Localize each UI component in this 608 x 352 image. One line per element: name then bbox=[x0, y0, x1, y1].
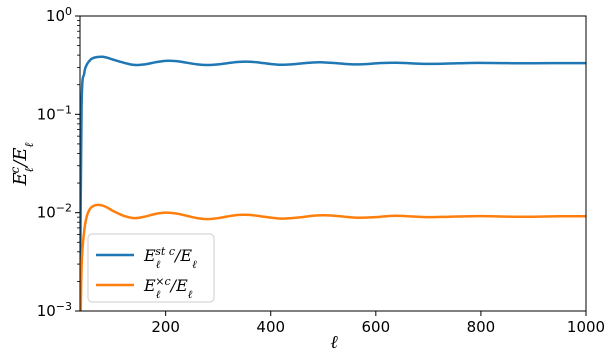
legend: Eℓst c/Eℓ Eℓ×c/Eℓ bbox=[87, 233, 215, 303]
y-axis-label: Eℓc/Eℓ bbox=[8, 142, 36, 186]
y-tick-label: 10−2 bbox=[37, 201, 72, 222]
series-line-1 bbox=[80, 203, 586, 311]
y-tick-label: 10−3 bbox=[37, 300, 72, 321]
series-line-0 bbox=[80, 55, 586, 311]
x-axis-ticks: 200 400 600 800 1000 bbox=[151, 311, 605, 336]
x-tick-label: 800 bbox=[467, 318, 496, 336]
legend-label-xc: Eℓ×c/Eℓ bbox=[143, 275, 193, 301]
x-tick-label: 400 bbox=[256, 318, 285, 336]
x-tick-label: 600 bbox=[362, 318, 391, 336]
series-lines bbox=[80, 55, 586, 311]
x-tick-label: 1000 bbox=[567, 318, 605, 336]
y-tick-label: 100 bbox=[46, 5, 72, 26]
y-tick-label: 10−1 bbox=[37, 103, 72, 124]
x-axis-label: ℓ bbox=[330, 332, 338, 352]
y-axis-ticks: 10−3 10−2 10−1 100 bbox=[37, 5, 80, 321]
legend-label-stc: Eℓst c/Eℓ bbox=[143, 245, 197, 271]
x-tick-label: 200 bbox=[151, 318, 180, 336]
plot-area-frame bbox=[79, 15, 587, 312]
